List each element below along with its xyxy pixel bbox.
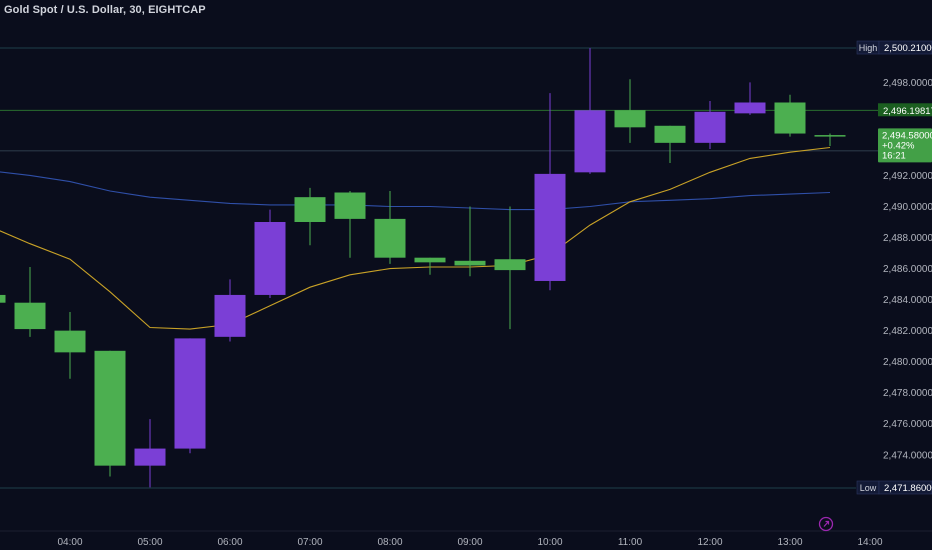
candle-body bbox=[774, 102, 806, 134]
high-tag-value-box bbox=[878, 40, 932, 55]
last-price-countdown: 16:21 bbox=[882, 150, 906, 161]
candle bbox=[694, 100, 726, 150]
marked-level-tag: 2,496.19817 bbox=[878, 103, 932, 117]
candle-body bbox=[14, 302, 46, 330]
fast-moving-average bbox=[0, 146, 831, 330]
candle bbox=[734, 82, 766, 115]
last-price-change: +0.42% bbox=[882, 140, 915, 151]
last-price-tag: 2,494.58000+0.42%16:21 bbox=[878, 128, 932, 163]
time-tick-label: 13:00 bbox=[777, 537, 802, 548]
replay-icon[interactable] bbox=[818, 516, 834, 532]
low-tag-value-box bbox=[878, 480, 932, 495]
candle bbox=[14, 267, 46, 337]
candle-body bbox=[654, 125, 686, 143]
marked-level-value: 2,496.19817 bbox=[883, 106, 932, 117]
high-tag-value: 2,500.21000 bbox=[884, 43, 932, 54]
candle-body bbox=[614, 110, 646, 128]
candle-body bbox=[254, 221, 286, 295]
time-tick-label: 10:00 bbox=[537, 537, 562, 548]
candle-body bbox=[494, 259, 526, 271]
candle bbox=[374, 190, 406, 264]
marked-level-box bbox=[878, 103, 932, 117]
candle-body bbox=[414, 257, 446, 263]
time-tick-label: 05:00 bbox=[137, 537, 162, 548]
chart-title: Gold Spot / U.S. Dollar, 30, EIGHTCAP bbox=[4, 4, 206, 16]
candle-body bbox=[454, 260, 486, 266]
high-tag: High 2,500.21000 bbox=[856, 40, 932, 55]
time-tick-label: 14:00 bbox=[857, 537, 882, 548]
candle bbox=[214, 279, 246, 342]
candle-body bbox=[294, 197, 326, 222]
candle bbox=[254, 209, 286, 299]
candle-body bbox=[214, 294, 246, 337]
time-tick-label: 09:00 bbox=[457, 537, 482, 548]
candle bbox=[134, 419, 166, 488]
low-tag-value: 2,471.86000 bbox=[884, 483, 932, 494]
candle-body bbox=[0, 294, 6, 303]
candles bbox=[0, 48, 846, 488]
time-tick-label: 08:00 bbox=[377, 537, 402, 548]
candle-body bbox=[734, 102, 766, 114]
last-price-box bbox=[878, 128, 932, 163]
time-tick-label: 12:00 bbox=[697, 537, 722, 548]
time-axis[interactable]: 04:00 05:00 06:00 07:00 08:00 09:00 10:00 11:00… bbox=[57, 537, 882, 548]
candle-body bbox=[54, 330, 86, 353]
high-tag-label: High bbox=[859, 43, 878, 53]
candle-body bbox=[574, 110, 606, 173]
candle bbox=[654, 125, 686, 164]
candle bbox=[174, 338, 206, 454]
candle-body bbox=[374, 218, 406, 258]
candle bbox=[454, 206, 486, 277]
candle-body bbox=[534, 173, 566, 281]
low-tag-label: Low bbox=[860, 483, 877, 493]
candle-body bbox=[174, 338, 206, 449]
candle bbox=[54, 312, 86, 379]
price-tags: High 2,500.21000 Low 2,471.86000 2,496.19817… bbox=[856, 40, 932, 495]
candle bbox=[294, 187, 326, 246]
candle bbox=[774, 94, 806, 137]
candle bbox=[614, 79, 646, 143]
time-tick-label: 11:00 bbox=[618, 537, 643, 548]
time-tick-label: 04:00 bbox=[57, 537, 82, 548]
candle-body bbox=[334, 192, 366, 219]
candle bbox=[414, 257, 446, 275]
candle bbox=[0, 294, 6, 303]
candle-body bbox=[814, 135, 846, 137]
candle-body bbox=[134, 448, 166, 466]
time-tick-label: 06:00 bbox=[217, 537, 242, 548]
candle bbox=[494, 206, 526, 330]
time-tick-label: 07:00 bbox=[297, 537, 322, 548]
fast-ma-line bbox=[0, 146, 831, 330]
candle bbox=[574, 48, 606, 174]
last-price-value: 2,494.58000 bbox=[882, 130, 932, 141]
candle bbox=[814, 133, 846, 146]
candle bbox=[94, 350, 126, 477]
candle-body bbox=[694, 111, 726, 143]
low-tag: Low 2,471.86000 bbox=[856, 480, 932, 495]
reference-lines bbox=[0, 47, 932, 532]
candle bbox=[534, 93, 566, 291]
candle-body bbox=[94, 350, 126, 466]
candle bbox=[334, 190, 366, 258]
